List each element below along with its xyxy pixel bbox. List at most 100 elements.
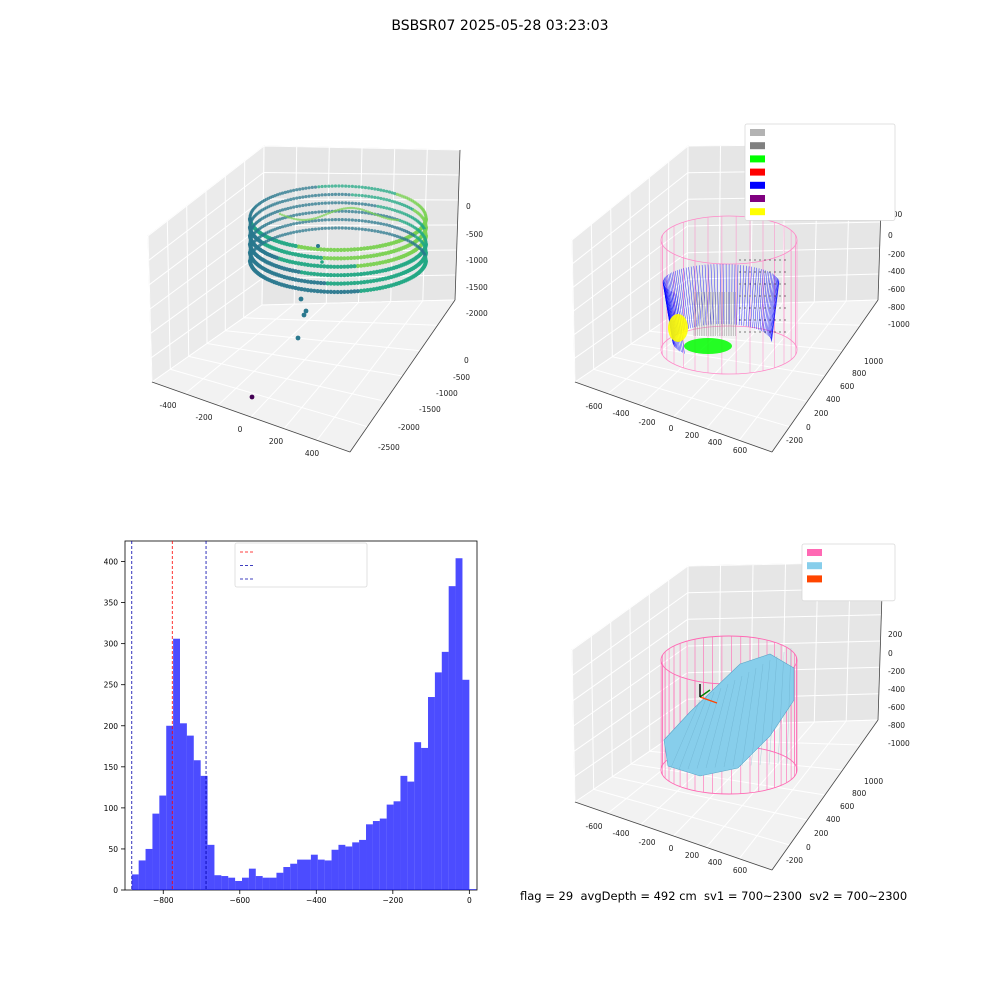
raw-point xyxy=(347,193,351,197)
raw-point xyxy=(315,289,320,294)
raw-point xyxy=(395,234,399,238)
raw-point xyxy=(316,244,320,248)
raw-point xyxy=(354,185,358,189)
legend-swatch xyxy=(750,129,765,136)
raw-point xyxy=(373,229,377,233)
rice-mesh-line xyxy=(768,655,778,765)
raw-point xyxy=(294,218,298,221)
histogram-bar xyxy=(193,760,201,890)
raw-point xyxy=(362,271,367,276)
y-tick-label: 0 xyxy=(464,356,469,365)
histogram-bar xyxy=(414,742,422,890)
raw-point xyxy=(363,228,368,232)
interpolated-point xyxy=(744,283,746,285)
histogram-bar xyxy=(304,859,311,890)
raw-point xyxy=(286,232,290,236)
raw-point xyxy=(306,218,310,221)
interpolated-point xyxy=(784,283,786,285)
raw-point xyxy=(322,264,327,269)
y-tick-label: 1000 xyxy=(864,777,883,786)
grid-line xyxy=(147,145,461,237)
raw-point xyxy=(371,245,376,250)
raw-point xyxy=(278,212,282,216)
raw-point xyxy=(289,189,293,193)
raw-point xyxy=(384,217,388,220)
raw-point xyxy=(318,215,322,218)
raw-point xyxy=(387,232,392,236)
raw-point xyxy=(390,218,394,221)
auger-x xyxy=(699,696,718,704)
rice-mesh-line xyxy=(732,671,750,767)
raw-point xyxy=(424,249,428,253)
interpolated-point xyxy=(739,271,741,273)
raw-point xyxy=(352,247,357,252)
raw-point xyxy=(315,263,320,268)
raw-point xyxy=(342,281,347,286)
raw-point xyxy=(395,226,399,230)
raw-point xyxy=(370,186,374,191)
noise-line xyxy=(701,264,707,326)
raw-point xyxy=(382,197,386,201)
x-tick-label: 0 xyxy=(467,896,472,905)
raw-point xyxy=(393,208,397,212)
z-tick-label: -800 xyxy=(888,303,905,312)
chart-simulation: -600-400-2000200400600-20002004006008001… xyxy=(571,543,910,875)
legend-swatch xyxy=(750,208,765,216)
raw-point xyxy=(374,213,378,216)
stray-point xyxy=(298,296,304,302)
raw-point xyxy=(292,205,296,209)
raw-point xyxy=(393,234,397,238)
raw-point xyxy=(359,255,364,260)
raw-point xyxy=(318,272,323,277)
interpolated-point xyxy=(754,307,756,309)
raw-point xyxy=(395,209,399,213)
raw-point xyxy=(379,222,383,226)
raw-point xyxy=(340,201,344,205)
x-tick-label: 600 xyxy=(733,446,748,455)
raw-point xyxy=(393,225,397,229)
raw-point xyxy=(349,255,354,261)
raw-point xyxy=(332,264,337,269)
raw-point xyxy=(395,192,399,196)
histogram-bar xyxy=(207,844,215,890)
interpolated-point xyxy=(759,307,761,309)
raw-point xyxy=(368,245,373,250)
raw-point xyxy=(325,247,330,252)
y-tick-label: 1000 xyxy=(864,357,883,366)
raw-point xyxy=(355,263,360,269)
interpolated-point xyxy=(774,295,776,297)
raw-point xyxy=(318,280,323,286)
raw-point xyxy=(292,222,296,226)
y-tick-label: 200 xyxy=(814,409,829,418)
raw-point xyxy=(370,195,374,199)
y-axis-line xyxy=(771,299,879,453)
chart-classify: -600-400-2000200400600-20002004006008001… xyxy=(571,123,910,455)
raw-point xyxy=(340,218,344,222)
raw-point xyxy=(309,280,314,285)
legend-box xyxy=(234,542,368,588)
raw-point xyxy=(352,206,356,210)
raw-point xyxy=(347,209,351,214)
noise-line xyxy=(770,279,779,340)
z-tick-label: -400 xyxy=(888,685,905,694)
raw-point xyxy=(283,207,287,211)
raw-point xyxy=(315,272,320,277)
raw-point xyxy=(382,231,386,235)
raw-point xyxy=(342,247,347,252)
histogram-bar xyxy=(448,586,456,890)
raw-point xyxy=(325,281,330,286)
raw-point xyxy=(367,203,371,207)
rice-mesh-line xyxy=(741,667,757,767)
raw-point xyxy=(342,273,347,278)
raw-point xyxy=(376,221,380,225)
raw-point xyxy=(350,201,354,205)
raw-point xyxy=(328,211,332,215)
raw-point xyxy=(370,220,374,224)
raw-point xyxy=(278,200,282,204)
raw-point xyxy=(354,193,358,197)
raw-point xyxy=(301,187,305,191)
raw-point xyxy=(325,264,330,269)
noise-line xyxy=(765,273,773,334)
raw-point xyxy=(312,280,317,285)
raw-point xyxy=(322,272,327,277)
